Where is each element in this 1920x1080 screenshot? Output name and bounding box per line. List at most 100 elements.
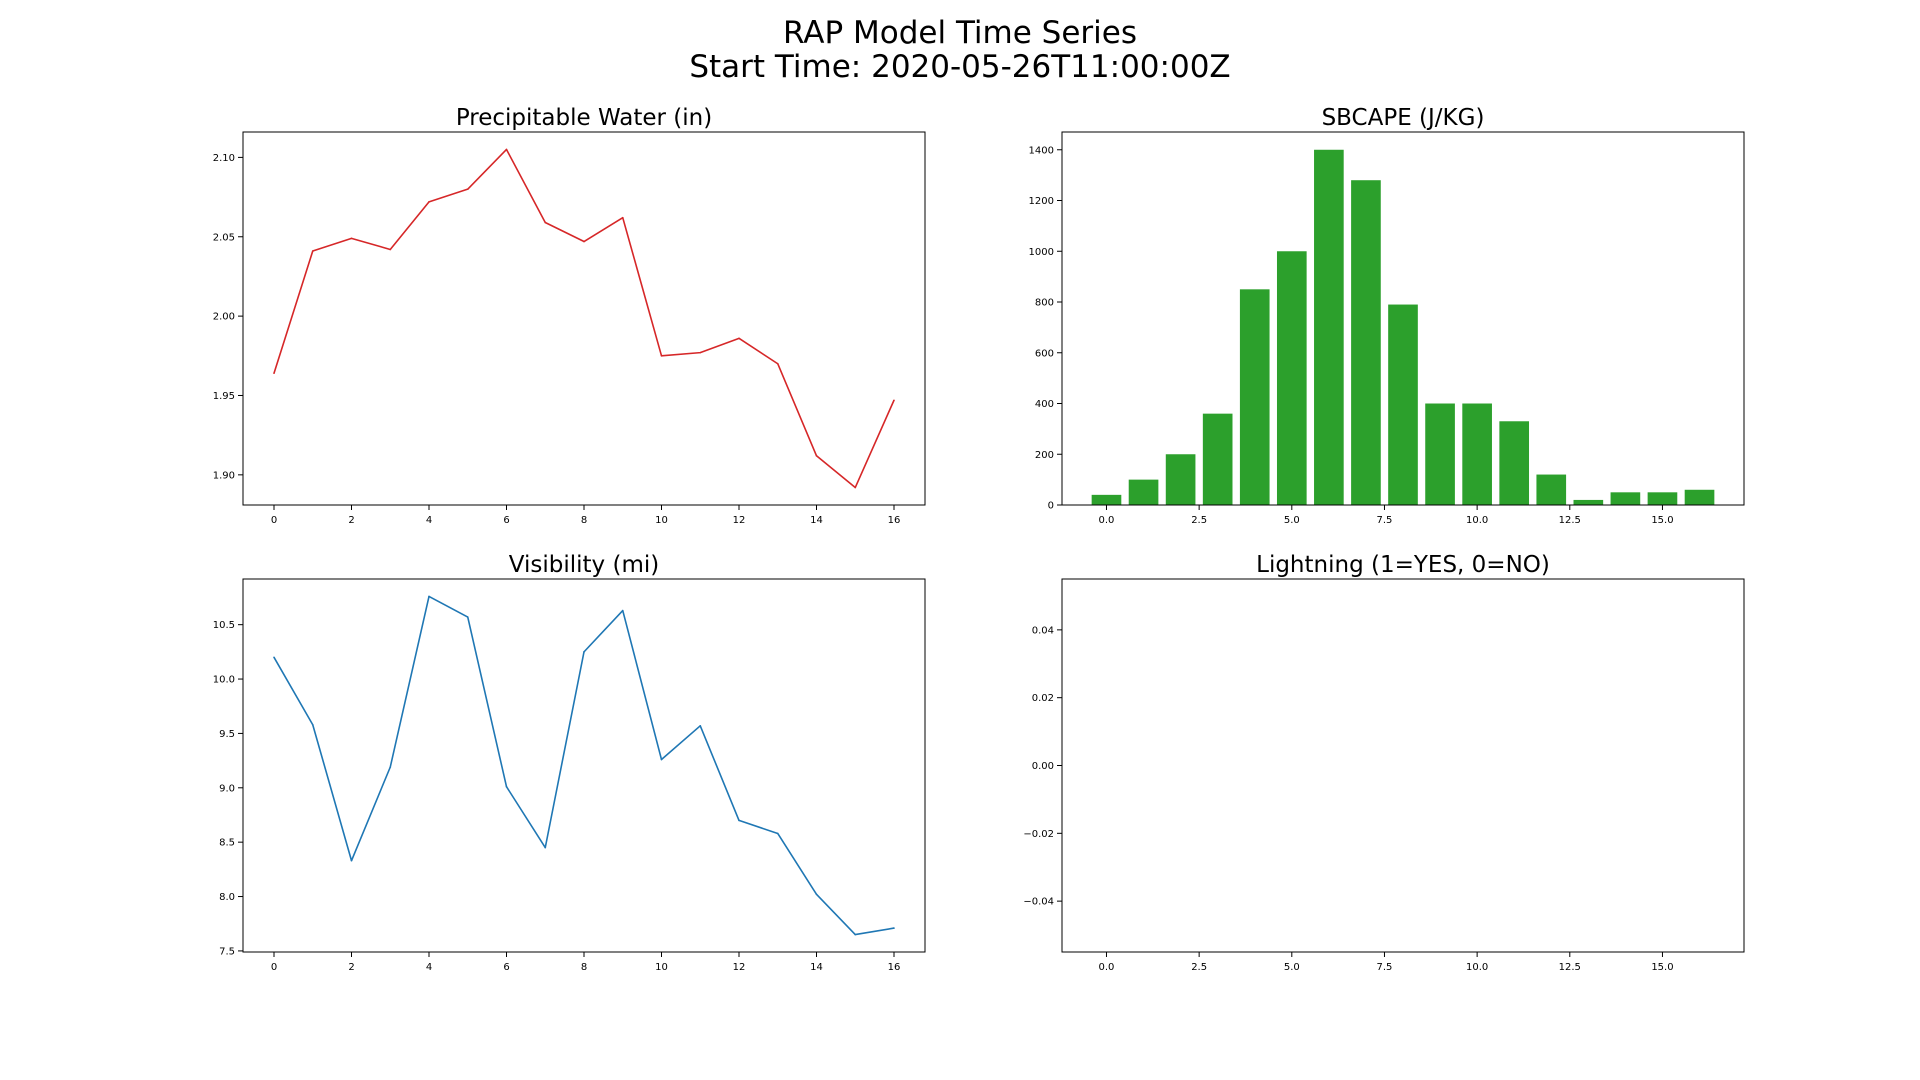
bar — [1425, 403, 1455, 505]
y-tick-label: 0.00 — [1032, 761, 1054, 772]
chart-title: SBCAPE (J/KG) — [1322, 105, 1485, 131]
chart-title: Visibility (mi) — [509, 552, 659, 578]
data-point — [893, 927, 895, 929]
x-tick-label: 7.5 — [1377, 515, 1393, 526]
data-point — [583, 240, 585, 243]
chart-vis: Visibility (mi) 0 2 4 6 8 10 12 14 16 7.5 8.0 8.5 9.0… — [213, 552, 926, 973]
data-point — [815, 893, 818, 896]
data-point — [776, 362, 779, 365]
data-point — [893, 399, 895, 402]
y-tick-label: 10.5 — [213, 620, 235, 631]
data-point — [428, 201, 430, 203]
bar — [1610, 492, 1641, 505]
x-tick-label: 12 — [733, 962, 746, 973]
data-point — [428, 595, 430, 598]
y-tick-label: 10.0 — [213, 675, 235, 686]
y-tick-label: 1200 — [1029, 196, 1054, 207]
y-tick-label: 2.00 — [213, 312, 235, 323]
figure-subtitle: Start Time: 2020-05-26T11:00:00Z — [689, 49, 1231, 85]
bar — [1573, 499, 1604, 505]
y-tick-label: 0 — [1048, 501, 1054, 512]
x-tick-label: 8 — [581, 962, 587, 973]
y-tick-label: 1.95 — [213, 391, 235, 402]
series-line — [273, 595, 895, 936]
data-point — [273, 372, 275, 375]
y-tick-label: 9.0 — [219, 783, 235, 794]
y-tick-label: 0.02 — [1032, 693, 1054, 704]
x-tick-label: 2 — [348, 515, 354, 526]
data-point — [311, 250, 314, 252]
bar — [1388, 304, 1418, 505]
axes-frame — [1061, 578, 1745, 953]
x-tick-label: 2.5 — [1191, 962, 1207, 973]
x-tick-label: 2.5 — [1191, 515, 1207, 526]
x-tick-label: 0.0 — [1099, 962, 1115, 973]
x-tick-label: 10 — [655, 962, 668, 973]
data-point — [350, 859, 353, 862]
data-point — [854, 486, 857, 489]
y-tick-label: 2.10 — [213, 153, 235, 164]
chart-sbcape: SBCAPE (J/KG) 0.0 2.5 5.0 7.5 10.0 12.5 15.0 0 20… — [1029, 105, 1745, 526]
y-tick-label: 0.04 — [1032, 625, 1054, 636]
bar — [1499, 421, 1530, 505]
bar — [1165, 454, 1196, 505]
bar — [1091, 494, 1122, 505]
bar — [1276, 251, 1307, 505]
bar — [1536, 474, 1567, 505]
data-point — [389, 766, 392, 768]
axes-frame — [242, 578, 926, 953]
x-tick-label: 6 — [503, 515, 509, 526]
chart-pwat: Precipitable Water (in) 0 2 4 6 8 10 12 14 16 1.90… — [213, 105, 926, 526]
data-point — [776, 832, 779, 835]
figure-title: RAP Model Time Series — [782, 15, 1138, 51]
y-tick-label: 8.0 — [219, 892, 235, 903]
data-point — [505, 785, 508, 788]
data-point — [621, 216, 624, 219]
y-tick-label: 600 — [1035, 348, 1054, 359]
x-tick-label: 14 — [810, 515, 823, 526]
x-tick-label: 10.0 — [1466, 515, 1488, 526]
series-line — [273, 148, 895, 489]
bar — [1314, 149, 1344, 505]
data-point — [466, 188, 469, 190]
data-point — [699, 351, 702, 354]
y-tick-label: 9.5 — [219, 729, 235, 740]
x-tick-label: 15.0 — [1651, 515, 1673, 526]
data-point — [583, 651, 585, 653]
x-tick-label: 16 — [888, 962, 901, 973]
x-tick-label: 0.0 — [1099, 515, 1115, 526]
x-tick-label: 8 — [581, 515, 587, 526]
data-point — [660, 758, 663, 761]
x-tick-label: 12 — [733, 515, 746, 526]
data-point — [738, 819, 740, 822]
axes-frame — [1061, 131, 1745, 506]
x-tick-label: 4 — [426, 515, 432, 526]
data-point — [660, 355, 663, 357]
x-tick-label: 5.0 — [1284, 515, 1300, 526]
bar — [1128, 479, 1159, 505]
x-tick-label: 10.0 — [1466, 962, 1488, 973]
chart-ltng: Lightning (1=YES, 0=NO) 0.0 2.5 5.0 7.5 10.0 1… — [1023, 552, 1745, 973]
data-point — [350, 237, 353, 240]
data-point — [273, 656, 275, 659]
x-tick-label: 0 — [271, 962, 277, 973]
bar — [1462, 403, 1492, 505]
x-tick-label: 12.5 — [1559, 515, 1581, 526]
data-point — [544, 846, 547, 849]
x-tick-label: 0 — [271, 515, 277, 526]
data-point — [466, 616, 469, 618]
x-tick-label: 7.5 — [1377, 962, 1393, 973]
bar — [1647, 492, 1678, 505]
chart-title: Lightning (1=YES, 0=NO) — [1256, 552, 1550, 578]
y-tick-label: 2.05 — [213, 232, 235, 243]
x-tick-label: 2 — [348, 962, 354, 973]
data-point — [544, 221, 547, 224]
x-tick-label: 6 — [503, 962, 509, 973]
y-tick-label: 400 — [1035, 399, 1054, 410]
bar — [1239, 289, 1270, 505]
bar — [1684, 489, 1715, 505]
y-tick-label: 1400 — [1029, 145, 1054, 156]
data-point — [854, 933, 857, 936]
